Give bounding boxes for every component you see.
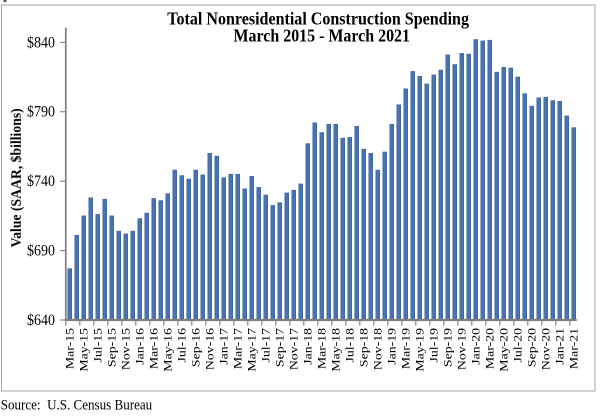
svg-text:Nov-17: Nov-17 — [286, 327, 300, 370]
svg-text:Sep-20: Sep-20 — [524, 328, 538, 367]
svg-text:May-15: May-15 — [76, 328, 90, 372]
svg-text:$790: $790 — [27, 104, 55, 121]
svg-text:$640: $640 — [27, 312, 55, 329]
svg-text:Jul-17: Jul-17 — [258, 327, 272, 362]
svg-text:Sep-19: Sep-19 — [440, 328, 454, 367]
svg-text:Jan-17: Jan-17 — [216, 327, 230, 364]
svg-text:Nov-18: Nov-18 — [370, 328, 384, 370]
svg-text:Jul-20: Jul-20 — [510, 328, 524, 362]
svg-text:Jul-15: Jul-15 — [90, 328, 104, 362]
svg-text:Mar-21: Mar-21 — [566, 328, 580, 369]
svg-text:Mar-15: Mar-15 — [62, 328, 76, 369]
svg-text:Mar-18: Mar-18 — [314, 328, 328, 369]
svg-text:Mar-17: Mar-17 — [230, 327, 244, 369]
svg-text:Nov-20: Nov-20 — [538, 328, 552, 370]
svg-text:May-18: May-18 — [328, 328, 342, 372]
svg-text:Nov-19: Nov-19 — [454, 328, 468, 370]
svg-text:Value (SAAR, $billions): Value (SAAR, $billions) — [9, 108, 25, 247]
svg-text:Jan-21: Jan-21 — [552, 328, 566, 365]
svg-text:$690: $690 — [27, 243, 55, 260]
svg-text:Jul-19: Jul-19 — [426, 328, 440, 362]
svg-text:$840: $840 — [27, 34, 55, 51]
svg-text:Mar-19: Mar-19 — [398, 328, 412, 369]
svg-text:May-17: May-17 — [244, 327, 258, 371]
svg-text:Source: U.S. Census Bureau: Source: U.S. Census Bureau — [1, 396, 153, 413]
svg-text:Sep-16: Sep-16 — [188, 327, 202, 367]
svg-text:Nov-15: Nov-15 — [118, 328, 132, 370]
svg-text:Sep-17: Sep-17 — [272, 327, 286, 367]
svg-text:Jan-18: Jan-18 — [300, 328, 314, 365]
svg-text:$740: $740 — [27, 173, 55, 190]
svg-text:May-19: May-19 — [412, 328, 426, 372]
svg-text:Jul-18: Jul-18 — [342, 328, 356, 362]
svg-text:Jul-16: Jul-16 — [174, 327, 188, 362]
svg-text:May-20: May-20 — [496, 328, 510, 372]
svg-text:Mar-16: Mar-16 — [146, 327, 160, 369]
svg-text:Mar-20: Mar-20 — [482, 328, 496, 369]
svg-text:Jan-19: Jan-19 — [384, 328, 398, 365]
svg-text:Jan-16: Jan-16 — [132, 327, 146, 364]
svg-text:Sep-15: Sep-15 — [104, 328, 118, 367]
svg-text:Nov-16: Nov-16 — [202, 327, 216, 370]
svg-text:March 2015 - March 2021: March 2015 - March 2021 — [234, 26, 411, 46]
svg-text:Jan-20: Jan-20 — [468, 328, 482, 365]
svg-text:May-16: May-16 — [160, 327, 174, 371]
svg-text:Total Nonresidential Construct: Total Nonresidential Construction Spendi… — [167, 8, 469, 28]
svg-text:Sep-18: Sep-18 — [356, 328, 370, 367]
